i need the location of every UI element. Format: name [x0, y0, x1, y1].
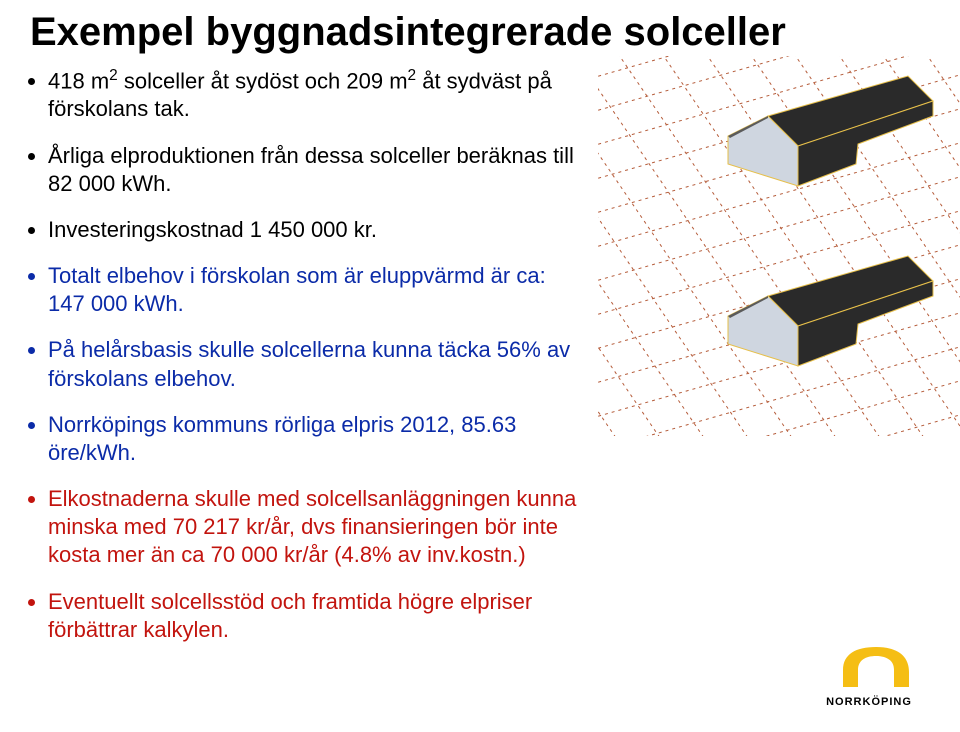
- bullet-2: Årliga elproduktionen från dessa solcell…: [48, 142, 588, 198]
- bullet-1-sup2: 2: [408, 67, 417, 84]
- bullet-1a: 418 m: [48, 68, 109, 93]
- bullet-5: På helårsbasis skulle solcellerna kunna …: [48, 336, 588, 392]
- norrkoping-logo: NORRKÖPING: [804, 642, 934, 712]
- bullet-7: Elkostnaderna skulle med solcellsanläggn…: [48, 485, 588, 569]
- roof-diagram: [598, 56, 960, 436]
- roof-diagram-container: [598, 56, 960, 436]
- bullet-4: Totalt elbehov i förskolan som är eluppv…: [48, 262, 588, 318]
- bullet-8: Eventuellt solcellsstöd och framtida hög…: [48, 588, 588, 644]
- logo-n-icon: [843, 647, 909, 687]
- slide-title: Exempel byggnadsintegrerade solceller: [30, 10, 930, 54]
- logo-text: NORRKÖPING: [826, 695, 912, 708]
- bullet-3: Investeringskostnad 1 450 000 kr.: [48, 216, 588, 244]
- roof-building-upper: [728, 76, 933, 186]
- bullet-6: Norrköpings kommuns rörliga elpris 2012,…: [48, 411, 588, 467]
- slide: Exempel byggnadsintegrerade solceller 41…: [0, 0, 960, 732]
- bullet-1: 418 m2 solceller åt sydöst och 209 m2 åt…: [48, 66, 588, 124]
- bullet-1-sup1: 2: [109, 67, 118, 84]
- bullet-list: 418 m2 solceller åt sydöst och 209 m2 åt…: [30, 66, 588, 662]
- roof-building-lower: [728, 256, 933, 366]
- content-row: 418 m2 solceller åt sydöst och 209 m2 åt…: [30, 66, 930, 662]
- bullet-1b: solceller åt sydöst och 209 m: [118, 68, 408, 93]
